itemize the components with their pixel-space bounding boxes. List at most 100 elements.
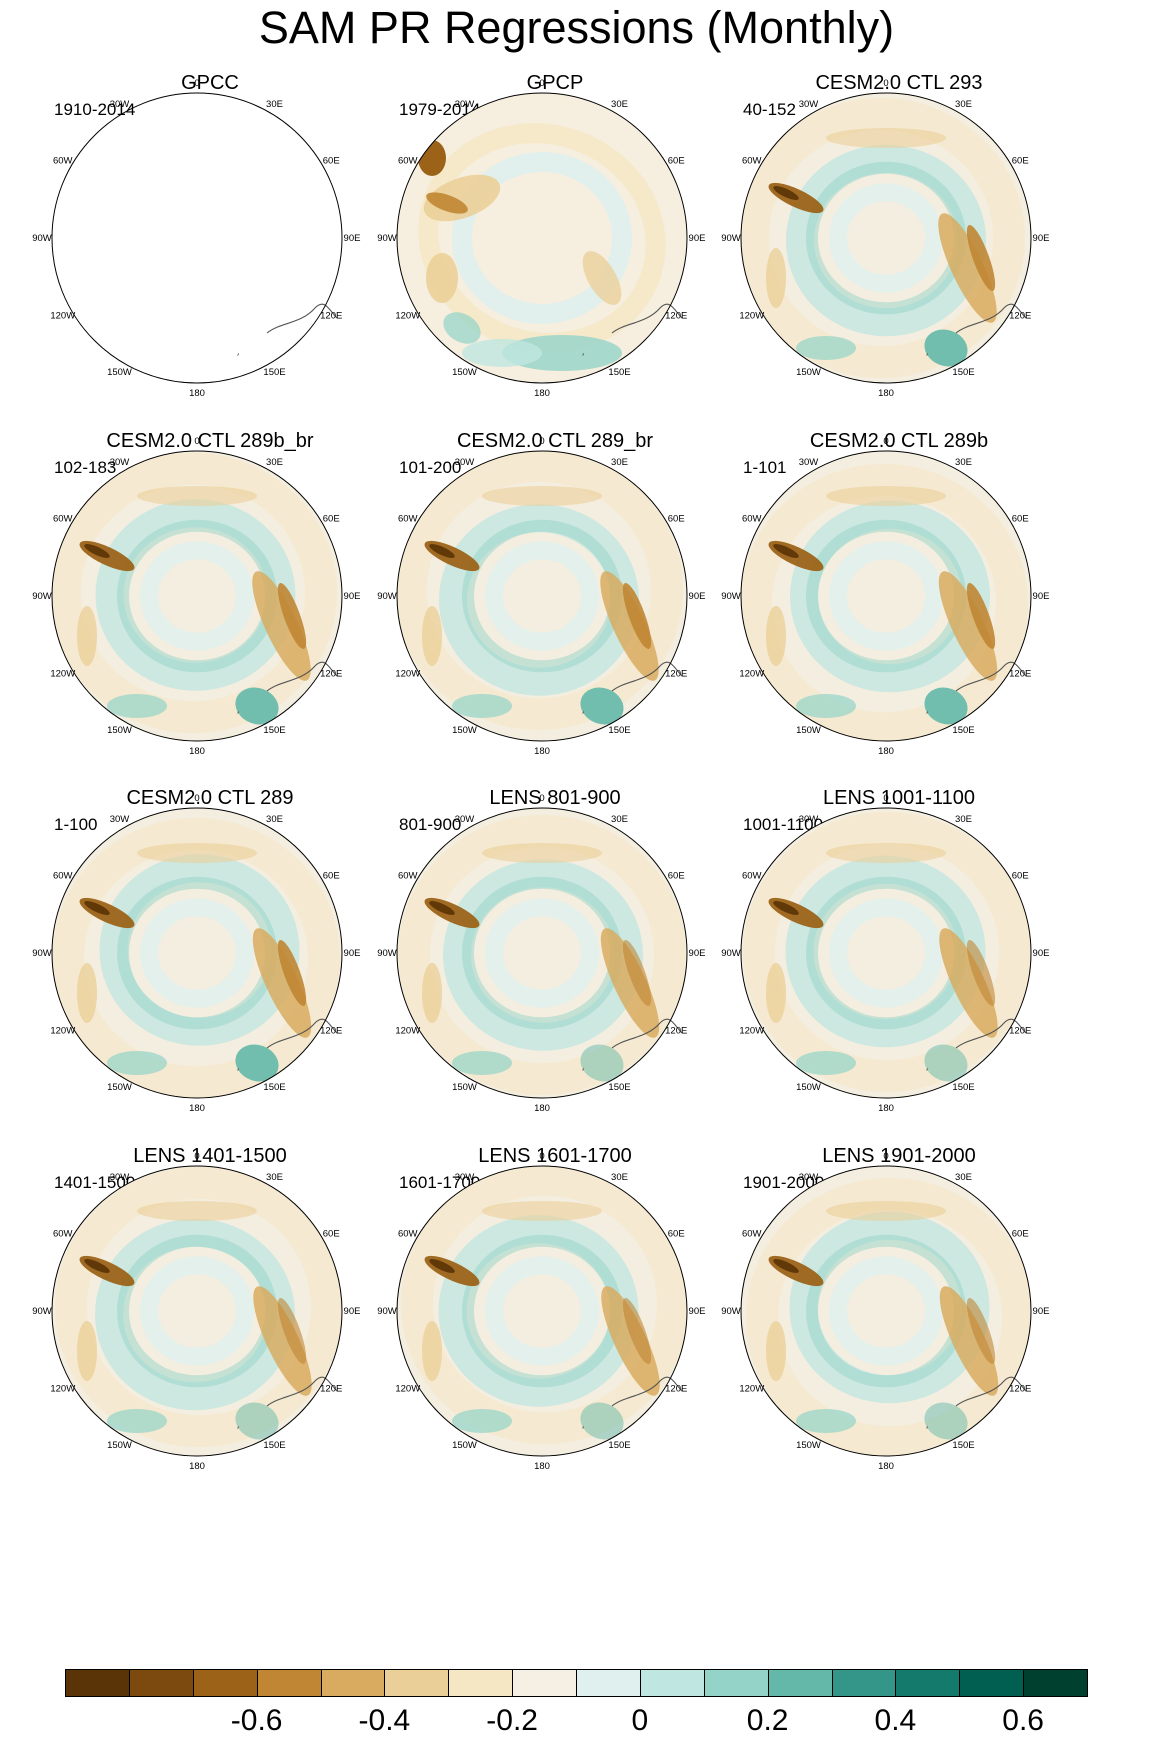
longitude-label: 30E xyxy=(955,457,972,468)
map-border xyxy=(51,92,343,384)
panel-period: 101-200 xyxy=(399,458,462,477)
longitude-label: 90W xyxy=(377,591,397,602)
map-border xyxy=(51,450,343,742)
colorbar-box xyxy=(128,1669,194,1697)
map-panel: LENS 801-900 801-900 0 30E 60E 90E 120E 150E 180… xyxy=(365,787,745,1182)
panel-period: 1601-1700 xyxy=(399,1173,481,1192)
panel-title: CESM2.0 CTL 289 xyxy=(126,787,294,809)
panel-period: 801-900 xyxy=(399,815,462,834)
longitude-label: 180 xyxy=(189,746,205,757)
longitude-label: 30W xyxy=(455,1172,475,1183)
longitude-label: 180 xyxy=(189,388,205,399)
panel-title: CESM2.0 CTL 289_br xyxy=(456,430,653,452)
map-border xyxy=(396,450,688,742)
longitude-label: 150W xyxy=(107,725,132,736)
map-border xyxy=(740,1165,1032,1457)
panel-title: LENS 1601-1700 xyxy=(478,1145,632,1167)
longitude-label: 180 xyxy=(189,1461,205,1472)
longitude-label: 150E xyxy=(952,725,974,736)
map-panel: CESM2.0 CTL 289 1-100 0 30E 60E 90E 120E 150E 18… xyxy=(20,787,400,1182)
longitude-label: 120W xyxy=(50,669,75,680)
longitude-label: 60W xyxy=(742,514,762,525)
polar-map: 0 30E 60E 90E 120E 150E 180 150W 120W 90W 60W 30W xyxy=(32,436,360,757)
polar-map: 0 30E 60E 90E 120E 150E 180 150W 120W 90W 60W 30W xyxy=(721,1151,1049,1472)
panel-title: GPCP xyxy=(526,72,584,94)
longitude-label: 0 xyxy=(539,436,544,447)
colorbar-box xyxy=(639,1669,705,1697)
longitude-label: 90E xyxy=(689,591,706,602)
longitude-label: 60W xyxy=(742,871,762,882)
colorbar-box xyxy=(576,1669,641,1697)
colorbar-tick-label: 0 xyxy=(631,1704,649,1737)
colorbar-box xyxy=(767,1669,833,1697)
longitude-label: 90W xyxy=(721,1306,741,1317)
longitude-label: 90W xyxy=(377,948,397,959)
longitude-label: 30W xyxy=(799,99,819,110)
panel-period: 1979-2014 xyxy=(399,100,481,119)
map-panel: LENS 1001-1100 1001-1100 0 30E 60E 90E 120E 150… xyxy=(709,787,1089,1182)
colorbar-box xyxy=(448,1669,514,1697)
longitude-label: 0 xyxy=(883,793,888,804)
longitude-label: 150W xyxy=(796,725,821,736)
longitude-label: 180 xyxy=(534,388,550,399)
polar-map: 0 30E 60E 90E 120E 150E 180 150W 120W 90W 60W 30W xyxy=(377,1151,705,1472)
colorbar-box xyxy=(256,1669,322,1697)
longitude-label: 90W xyxy=(721,233,741,244)
colorbar-box xyxy=(895,1669,961,1697)
longitude-label: 60E xyxy=(668,1229,685,1240)
longitude-label: 120E xyxy=(1009,311,1031,322)
polar-map: 0 30E 60E 90E 120E 150E 180 150W 120W 90W 60W 30W xyxy=(721,78,1050,399)
longitude-label: 120W xyxy=(739,1026,764,1037)
longitude-label: 150E xyxy=(952,1440,974,1451)
longitude-label: 60E xyxy=(1012,871,1029,882)
polar-map: 0 30E 60E 90E 120E 150E 180 150W 120W 90W 60W 30W xyxy=(32,78,360,399)
longitude-label: 0 xyxy=(194,78,199,89)
longitude-label: 90W xyxy=(32,948,52,959)
longitude-label: 60W xyxy=(742,156,762,167)
longitude-label: 150E xyxy=(263,367,285,378)
longitude-label: 0 xyxy=(883,1151,888,1162)
longitude-label: 90E xyxy=(1033,233,1050,244)
colorbar-box xyxy=(959,1669,1025,1697)
longitude-label: 0 xyxy=(883,78,888,89)
longitude-label: 120W xyxy=(50,1026,75,1037)
map-border xyxy=(51,1165,343,1457)
longitude-label: 150W xyxy=(796,1440,821,1451)
coastline xyxy=(229,259,338,356)
longitude-label: 90W xyxy=(721,591,741,602)
panel-period: 1910-2014 xyxy=(54,100,136,119)
longitude-label: 30E xyxy=(611,814,628,825)
figure-title: SAM PR Regressions (Monthly) xyxy=(258,2,895,53)
colorbar-box xyxy=(703,1669,769,1697)
map-border xyxy=(740,92,1032,384)
longitude-label: 120W xyxy=(395,311,420,322)
longitude-label: 150E xyxy=(263,1440,285,1451)
map-panel: CESM2.0 CTL 289_br 101-200 0 30E 60E 90E 120E 1… xyxy=(365,430,745,825)
longitude-label: 150W xyxy=(107,1082,132,1093)
longitude-label: 90E xyxy=(344,1306,361,1317)
longitude-label: 60E xyxy=(323,871,340,882)
longitude-label: 120E xyxy=(665,669,687,680)
map-panel: CESM2.0 CTL 289b_br 102-183 0 30E 60E 90E 120E… xyxy=(20,430,400,825)
longitude-label: 30E xyxy=(266,814,283,825)
longitude-label: 90W xyxy=(721,948,741,959)
longitude-label: 30E xyxy=(611,1172,628,1183)
longitude-label: 120E xyxy=(320,1026,342,1037)
longitude-label: 150W xyxy=(796,367,821,378)
colorbar-tick-label: 0.6 xyxy=(1002,1704,1044,1737)
longitude-label: 120E xyxy=(320,1384,342,1395)
panel-title: LENS 801-900 xyxy=(489,787,621,809)
longitude-label: 30W xyxy=(455,99,475,110)
map-panel: LENS 1401-1500 1401-1500 0 30E 60E 90E 120E 150… xyxy=(20,1145,400,1540)
longitude-label: 150W xyxy=(452,367,477,378)
longitude-label: 60E xyxy=(1012,514,1029,525)
panel-title: LENS 1001-1100 xyxy=(823,787,975,809)
longitude-label: 180 xyxy=(534,746,550,757)
longitude-label: 120W xyxy=(50,1384,75,1395)
longitude-label: 120E xyxy=(1009,669,1031,680)
longitude-label: 90E xyxy=(689,233,706,244)
polar-map: 0 30E 60E 90E 120E 150E 180 150W 120W 90W 60W 30W xyxy=(721,793,1049,1114)
longitude-label: 180 xyxy=(534,1461,550,1472)
longitude-label: 150W xyxy=(107,1440,132,1451)
panel-title: GPCC xyxy=(181,72,239,94)
